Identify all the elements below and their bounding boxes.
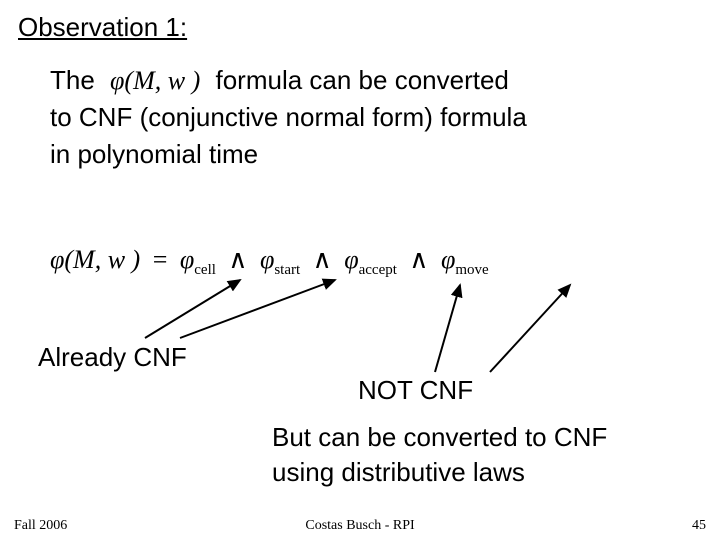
label-not-cnf: NOT CNF	[358, 375, 473, 406]
phi-start: φ	[260, 245, 274, 274]
wedge-2: ∧	[307, 245, 338, 274]
phi-accept: φ	[344, 245, 358, 274]
sub-start: start	[274, 262, 300, 278]
footer-right: 45	[692, 518, 706, 534]
tail-text: But can be converted to CNF using distri…	[272, 420, 607, 490]
formula-equation: φ(M, w ) = φcell ∧ φstart ∧ φaccept ∧ φm…	[50, 245, 489, 279]
phi-inline-text: φ(M, w )	[110, 66, 200, 95]
body-line2: to CNF (conjunctive normal form) formula	[50, 102, 527, 132]
equals-sign: =	[147, 245, 174, 274]
footer-left: Fall 2006	[14, 518, 67, 534]
body-line1-the: The	[50, 65, 95, 95]
sub-move: move	[455, 262, 488, 278]
observation-title: Observation 1:	[18, 12, 187, 43]
phi-move: φ	[441, 245, 455, 274]
wedge-3: ∧	[403, 245, 434, 274]
body-line3: in polynomial time	[50, 139, 258, 169]
sub-cell: cell	[194, 262, 216, 278]
phi-cell: φ	[180, 245, 194, 274]
footer-center: Costas Busch - RPI	[305, 518, 414, 534]
label-already-cnf: Already CNF	[38, 342, 187, 373]
slide: Observation 1: The φ(M, w ) formula can …	[0, 0, 720, 540]
tail-line2: using distributive laws	[272, 457, 525, 487]
body-paragraph: The φ(M, w ) formula can be converted to…	[50, 62, 690, 172]
wedge-1: ∧	[222, 245, 253, 274]
phi-inline: φ(M, w )	[110, 63, 200, 99]
body-line1-rest: formula can be converted	[215, 65, 508, 95]
phi-left: φ(M, w )	[50, 245, 140, 274]
sub-accept: accept	[359, 262, 397, 278]
tail-line1: But can be converted to CNF	[272, 422, 607, 452]
